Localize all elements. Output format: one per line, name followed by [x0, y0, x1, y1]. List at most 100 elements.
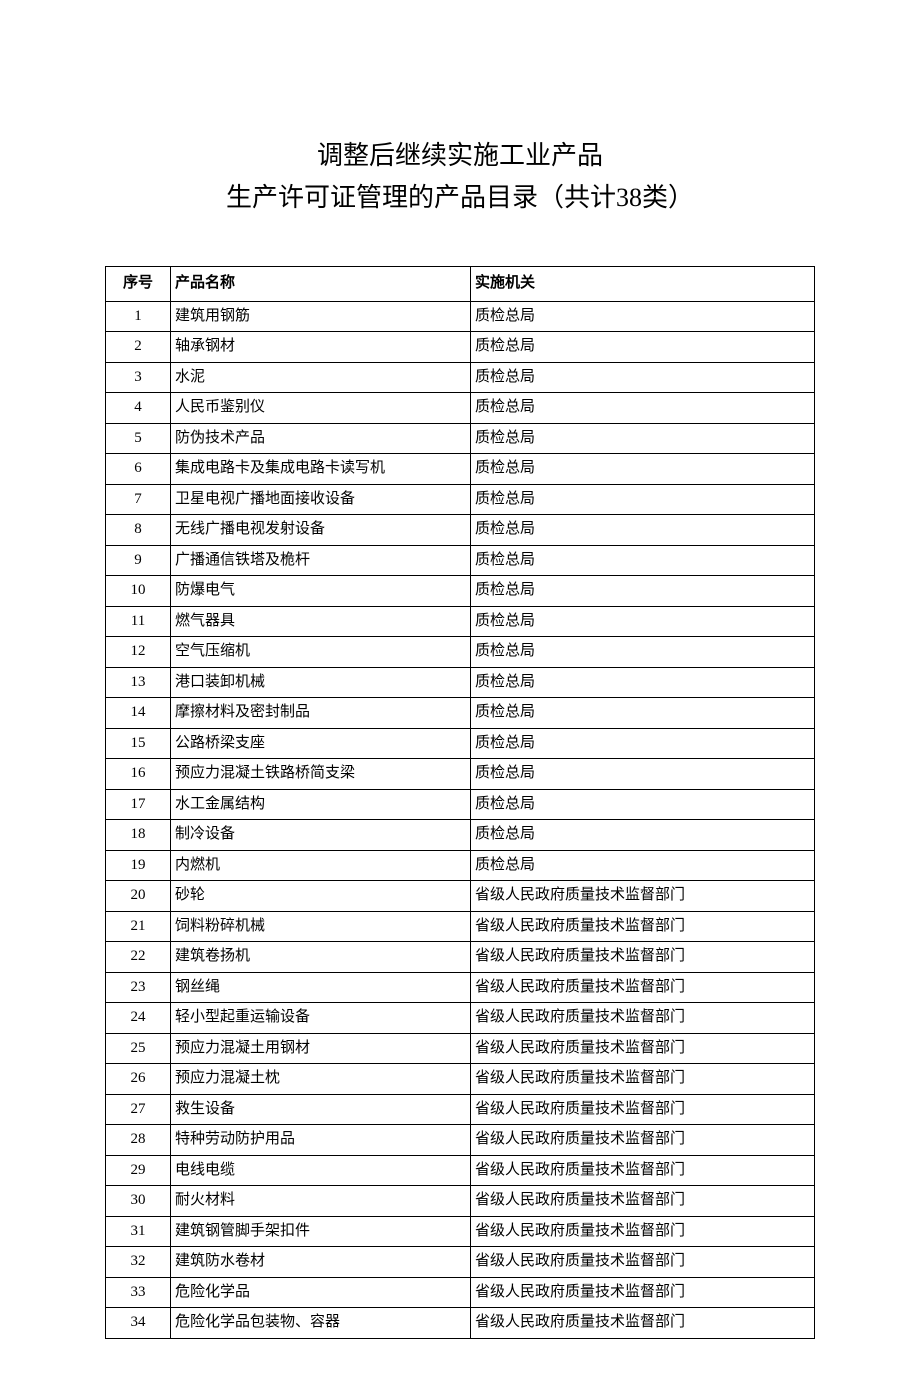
cell-auth: 省级人民政府质量技术监督部门 — [471, 911, 815, 942]
cell-seq: 2 — [106, 332, 171, 363]
cell-auth: 质检总局 — [471, 850, 815, 881]
table-row: 21饲料粉碎机械省级人民政府质量技术监督部门 — [106, 911, 815, 942]
table-body: 1建筑用钢筋质检总局2轴承钢材质检总局3水泥质检总局4人民币鉴别仪质检总局5防伪… — [106, 301, 815, 1338]
table-row: 7卫星电视广播地面接收设备质检总局 — [106, 484, 815, 515]
cell-auth: 质检总局 — [471, 698, 815, 729]
cell-name: 防爆电气 — [171, 576, 471, 607]
cell-name: 卫星电视广播地面接收设备 — [171, 484, 471, 515]
cell-auth: 省级人民政府质量技术监督部门 — [471, 1003, 815, 1034]
cell-auth: 省级人民政府质量技术监督部门 — [471, 942, 815, 973]
header-seq: 序号 — [106, 267, 171, 302]
table-row: 15公路桥梁支座质检总局 — [106, 728, 815, 759]
cell-auth: 质检总局 — [471, 576, 815, 607]
cell-seq: 20 — [106, 881, 171, 912]
table-row: 32建筑防水卷材省级人民政府质量技术监督部门 — [106, 1247, 815, 1278]
cell-name: 建筑钢管脚手架扣件 — [171, 1216, 471, 1247]
table-row: 9广播通信铁塔及桅杆质检总局 — [106, 545, 815, 576]
cell-seq: 25 — [106, 1033, 171, 1064]
cell-seq: 8 — [106, 515, 171, 546]
cell-name: 制冷设备 — [171, 820, 471, 851]
cell-name: 广播通信铁塔及桅杆 — [171, 545, 471, 576]
cell-auth: 省级人民政府质量技术监督部门 — [471, 881, 815, 912]
cell-auth: 质检总局 — [471, 606, 815, 637]
table-row: 1建筑用钢筋质检总局 — [106, 301, 815, 332]
cell-name: 电线电缆 — [171, 1155, 471, 1186]
table-row: 13港口装卸机械质检总局 — [106, 667, 815, 698]
table-row: 31建筑钢管脚手架扣件省级人民政府质量技术监督部门 — [106, 1216, 815, 1247]
table-row: 20砂轮省级人民政府质量技术监督部门 — [106, 881, 815, 912]
cell-name: 无线广播电视发射设备 — [171, 515, 471, 546]
cell-auth: 省级人民政府质量技术监督部门 — [471, 1094, 815, 1125]
cell-auth: 质检总局 — [471, 301, 815, 332]
cell-name: 燃气器具 — [171, 606, 471, 637]
cell-seq: 10 — [106, 576, 171, 607]
table-row: 16预应力混凝土铁路桥简支梁质检总局 — [106, 759, 815, 790]
table-row: 26预应力混凝土枕省级人民政府质量技术监督部门 — [106, 1064, 815, 1095]
cell-seq: 15 — [106, 728, 171, 759]
cell-seq: 13 — [106, 667, 171, 698]
header-name: 产品名称 — [171, 267, 471, 302]
table-row: 29电线电缆省级人民政府质量技术监督部门 — [106, 1155, 815, 1186]
table-row: 12空气压缩机质检总局 — [106, 637, 815, 668]
cell-name: 轻小型起重运输设备 — [171, 1003, 471, 1034]
cell-name: 钢丝绳 — [171, 972, 471, 1003]
cell-name: 建筑卷扬机 — [171, 942, 471, 973]
cell-name: 救生设备 — [171, 1094, 471, 1125]
cell-seq: 26 — [106, 1064, 171, 1095]
cell-name: 预应力混凝土枕 — [171, 1064, 471, 1095]
cell-name: 预应力混凝土用钢材 — [171, 1033, 471, 1064]
cell-seq: 19 — [106, 850, 171, 881]
cell-auth: 省级人民政府质量技术监督部门 — [471, 1186, 815, 1217]
cell-seq: 12 — [106, 637, 171, 668]
cell-seq: 33 — [106, 1277, 171, 1308]
cell-name: 耐火材料 — [171, 1186, 471, 1217]
cell-name: 水工金属结构 — [171, 789, 471, 820]
cell-auth: 质检总局 — [471, 362, 815, 393]
document-title-line1: 调整后继续实施工业产品 — [105, 135, 815, 177]
cell-seq: 3 — [106, 362, 171, 393]
cell-auth: 省级人民政府质量技术监督部门 — [471, 1247, 815, 1278]
cell-name: 饲料粉碎机械 — [171, 911, 471, 942]
table-row: 19内燃机质检总局 — [106, 850, 815, 881]
cell-name: 危险化学品包装物、容器 — [171, 1308, 471, 1339]
cell-name: 人民币鉴别仪 — [171, 393, 471, 424]
cell-seq: 23 — [106, 972, 171, 1003]
cell-auth: 省级人民政府质量技术监督部门 — [471, 1155, 815, 1186]
cell-name: 轴承钢材 — [171, 332, 471, 363]
table-row: 3水泥质检总局 — [106, 362, 815, 393]
table-row: 14摩擦材料及密封制品质检总局 — [106, 698, 815, 729]
cell-seq: 21 — [106, 911, 171, 942]
cell-auth: 质检总局 — [471, 728, 815, 759]
cell-name: 防伪技术产品 — [171, 423, 471, 454]
cell-auth: 质检总局 — [471, 515, 815, 546]
table-row: 10防爆电气质检总局 — [106, 576, 815, 607]
cell-auth: 质检总局 — [471, 332, 815, 363]
cell-seq: 17 — [106, 789, 171, 820]
cell-auth: 质检总局 — [471, 789, 815, 820]
cell-name: 公路桥梁支座 — [171, 728, 471, 759]
header-auth: 实施机关 — [471, 267, 815, 302]
product-table: 序号 产品名称 实施机关 1建筑用钢筋质检总局2轴承钢材质检总局3水泥质检总局4… — [105, 266, 815, 1339]
table-row: 30耐火材料省级人民政府质量技术监督部门 — [106, 1186, 815, 1217]
cell-auth: 质检总局 — [471, 484, 815, 515]
table-row: 34危险化学品包装物、容器省级人民政府质量技术监督部门 — [106, 1308, 815, 1339]
cell-auth: 质检总局 — [471, 454, 815, 485]
cell-name: 建筑用钢筋 — [171, 301, 471, 332]
cell-seq: 1 — [106, 301, 171, 332]
table-row: 4人民币鉴别仪质检总局 — [106, 393, 815, 424]
cell-name: 内燃机 — [171, 850, 471, 881]
cell-auth: 质检总局 — [471, 423, 815, 454]
cell-name: 砂轮 — [171, 881, 471, 912]
cell-seq: 28 — [106, 1125, 171, 1156]
cell-seq: 27 — [106, 1094, 171, 1125]
cell-auth: 质检总局 — [471, 393, 815, 424]
table-row: 8无线广播电视发射设备质检总局 — [106, 515, 815, 546]
cell-name: 空气压缩机 — [171, 637, 471, 668]
table-row: 22建筑卷扬机省级人民政府质量技术监督部门 — [106, 942, 815, 973]
cell-name: 港口装卸机械 — [171, 667, 471, 698]
cell-auth: 省级人民政府质量技术监督部门 — [471, 1216, 815, 1247]
cell-name: 危险化学品 — [171, 1277, 471, 1308]
table-row: 27救生设备省级人民政府质量技术监督部门 — [106, 1094, 815, 1125]
cell-name: 预应力混凝土铁路桥简支梁 — [171, 759, 471, 790]
cell-seq: 14 — [106, 698, 171, 729]
